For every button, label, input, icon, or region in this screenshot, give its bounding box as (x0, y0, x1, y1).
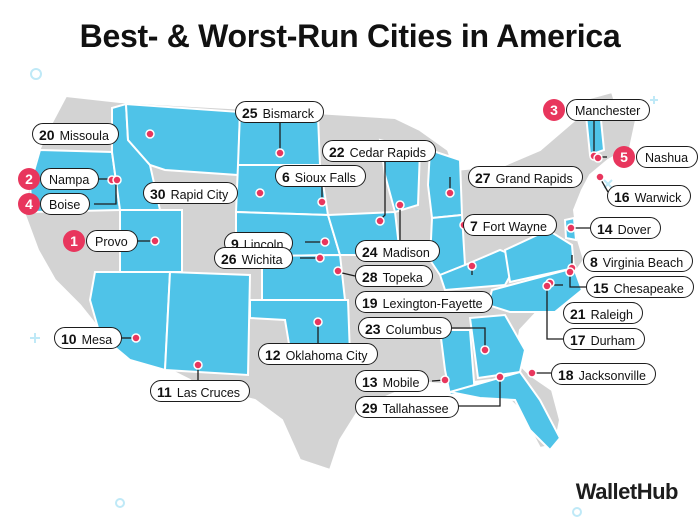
marker-tallahassee (495, 372, 505, 382)
label-wichita: 26 Wichita (214, 247, 293, 269)
marker-madison (395, 200, 405, 210)
marker-nashua (593, 153, 603, 163)
marker-sioux-falls (317, 197, 327, 207)
marker-oklahoma-city (313, 317, 323, 327)
marker-topeka (333, 266, 343, 276)
marker-mobile (440, 375, 450, 385)
marker-durham (542, 281, 552, 291)
rank-badge-nampa: 2 (18, 168, 40, 190)
label-lexington-fayette: 19 Lexington-Fayette (355, 291, 493, 313)
rank-badge-boise: 4 (18, 193, 40, 215)
marker-columbus (480, 345, 490, 355)
leader-line-durham (546, 283, 563, 340)
state-michigan (426, 148, 464, 220)
label-chesapeake: 15 Chesapeake (586, 276, 694, 298)
marker-warwick (595, 172, 605, 182)
marker-jacksonville (527, 368, 537, 378)
marker-lexington (467, 261, 477, 271)
label-dover: 14 Dover (590, 217, 661, 239)
label-mobile: 13 Mobile (355, 370, 430, 392)
label-madison: 24 Madison (355, 240, 440, 262)
marker-mesa (131, 333, 141, 343)
marker-dover (566, 223, 576, 233)
marker-provo (150, 236, 160, 246)
label-grand-rapids: 27 Grand Rapids (468, 166, 583, 188)
label-durham: 17 Durham (563, 328, 646, 350)
marker-las-cruces (193, 360, 203, 370)
label-warwick: 16 Warwick (607, 185, 692, 207)
marker-chesapeake (565, 267, 575, 277)
label-virginia-beach: 8 Virginia Beach (583, 250, 694, 272)
label-sioux-falls: 6 Sioux Falls (275, 165, 366, 187)
state-florida (449, 370, 562, 452)
rank-badge-nashua: 5 (613, 146, 635, 168)
leader-line-boise (94, 180, 117, 205)
marker-missoula (145, 129, 155, 139)
leader-line-tallahassee (458, 377, 501, 407)
label-rapid-city: 30 Rapid City (143, 182, 239, 204)
state-arizona (88, 271, 172, 372)
decorative-sparkles (30, 68, 658, 517)
leader-line-columbus (452, 327, 486, 350)
label-oklahoma-city: 12 Oklahoma City (258, 343, 378, 365)
leader-line-chesapeake (569, 272, 586, 288)
label-raleigh: 21 Raleigh (563, 302, 643, 324)
label-las-cruces: 11 Las Cruces (150, 380, 251, 402)
label-mesa: 10 Mesa (54, 327, 123, 349)
label-cedar-rapids: 22 Cedar Rapids (322, 140, 437, 162)
rank-badge-manchester: 3 (543, 99, 565, 121)
state-new-mexico (163, 270, 252, 377)
marker-grand-rapids (445, 188, 455, 198)
label-columbus: 23 Columbus (358, 317, 452, 339)
marker-wichita (315, 253, 325, 263)
label-missoula: 20 Missoula (32, 123, 119, 145)
page-title: Best- & Worst-Run Cities in America (79, 18, 621, 54)
wallethub-logo: WalletHub (575, 479, 679, 504)
label-jacksonville: 18 Jacksonville (551, 363, 656, 385)
label-topeka: 28 Topeka (355, 265, 433, 287)
marker-lincoln (320, 237, 330, 247)
label-tallahassee: 29 Tallahassee (355, 396, 459, 418)
state-georgia (468, 313, 527, 380)
label-fort-wayne: 7 Fort Wayne (463, 214, 557, 236)
marker-rapid-city (255, 188, 265, 198)
marker-cedar-rapids (375, 216, 385, 226)
marker-boise (112, 175, 122, 185)
label-bismarck: 25 Bismarck (235, 101, 324, 123)
marker-bismarck (275, 148, 285, 158)
rank-badge-provo: 1 (63, 230, 85, 252)
